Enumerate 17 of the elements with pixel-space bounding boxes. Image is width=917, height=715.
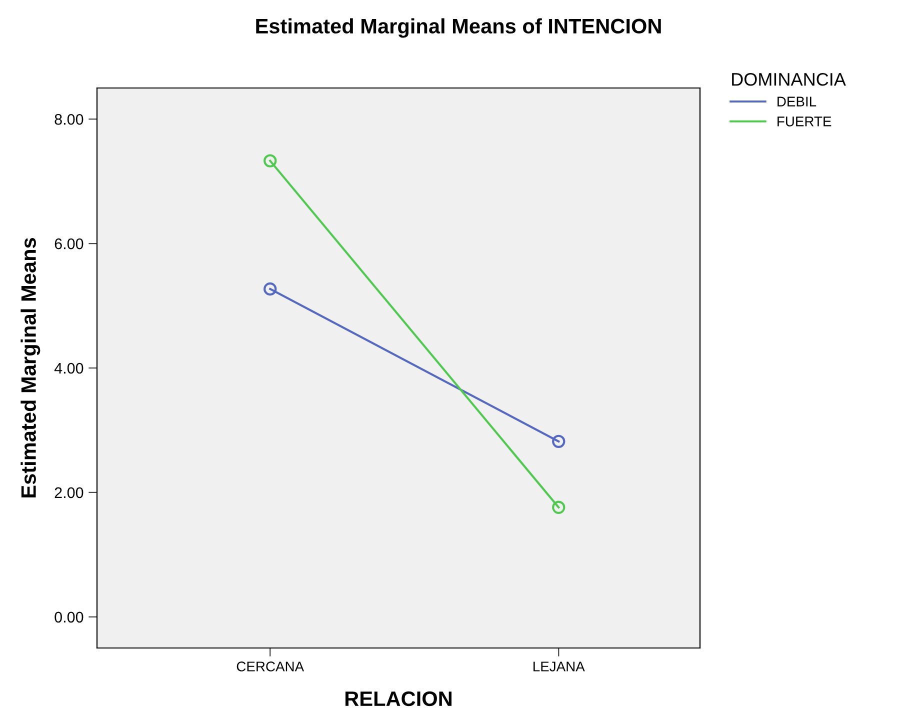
- legend-label: DEBIL: [778, 96, 816, 106]
- point: [264, 282, 277, 296]
- y-tick-label: 0.00: [54, 612, 84, 623]
- x-tick-label: LEJANA: [534, 662, 585, 672]
- legend-label: FUERTE: [778, 116, 832, 126]
- legend-title: DOMINANCIA: [732, 72, 846, 86]
- x-tick-label: CERCANA: [236, 662, 304, 672]
- chart-title: Estimated Marginal Means of INTENCION: [256, 18, 661, 38]
- y-axis-title: Estimated Marginal Means: [20, 238, 40, 498]
- y-tick-label: 6.00: [54, 238, 84, 250]
- point: [552, 500, 566, 514]
- y-tick-label: 4.00: [54, 362, 84, 374]
- point: [552, 434, 566, 448]
- y-tick-label: 8.00: [54, 114, 84, 125]
- x-axis-title: RELACION: [345, 691, 452, 706]
- y-tick-label: 2.00: [54, 487, 84, 498]
- point: [264, 154, 277, 168]
